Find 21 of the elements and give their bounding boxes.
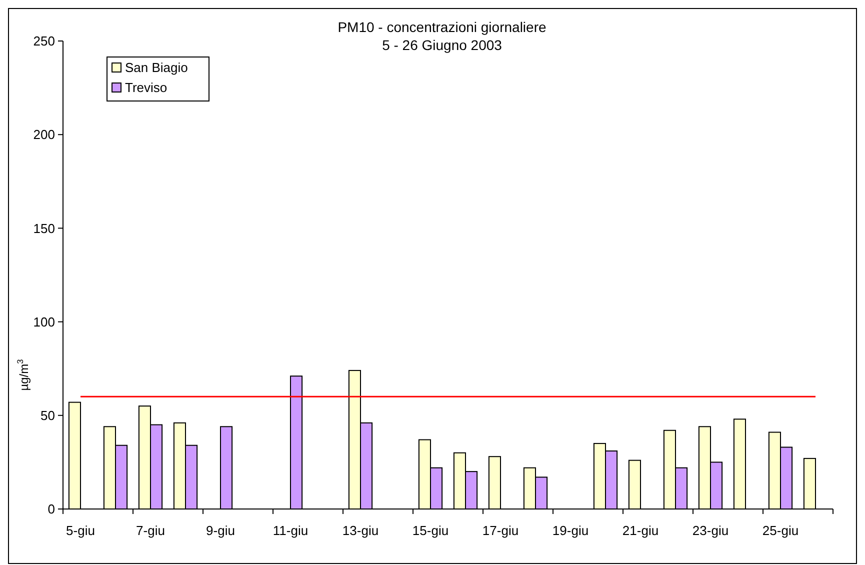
- x-tick-label: 15-giu: [412, 523, 449, 538]
- chart-title: PM10 - concentrazioni giornaliere: [338, 19, 546, 35]
- x-tick-label: 7-giu: [136, 523, 165, 538]
- y-tick-label: 100: [33, 314, 55, 330]
- x-tick-label: 5-giu: [66, 523, 95, 538]
- x-tick-label: 23-giu: [692, 523, 729, 538]
- x-tick-label: 25-giu: [762, 523, 799, 538]
- y-tick-label: 150: [33, 220, 55, 236]
- x-tick-label: 9-giu: [206, 523, 235, 538]
- x-tick-label: 13-giu: [342, 523, 379, 538]
- x-tick-label: 19-giu: [552, 523, 589, 538]
- y-tick-label: 0: [48, 502, 55, 517]
- legend-label: Treviso: [125, 80, 168, 95]
- legend-label: San Biagio: [125, 60, 188, 75]
- x-tick-label: 21-giu: [622, 523, 659, 538]
- y-tick-label: 200: [33, 127, 55, 142]
- x-tick-label: 11-giu: [272, 523, 308, 538]
- y-tick-label: 50: [40, 408, 55, 423]
- chart-subtitle: 5 - 26 Giugno 2003: [382, 37, 502, 53]
- y-tick-label: 250: [33, 34, 55, 49]
- x-tick-label: 17-giu: [482, 523, 519, 538]
